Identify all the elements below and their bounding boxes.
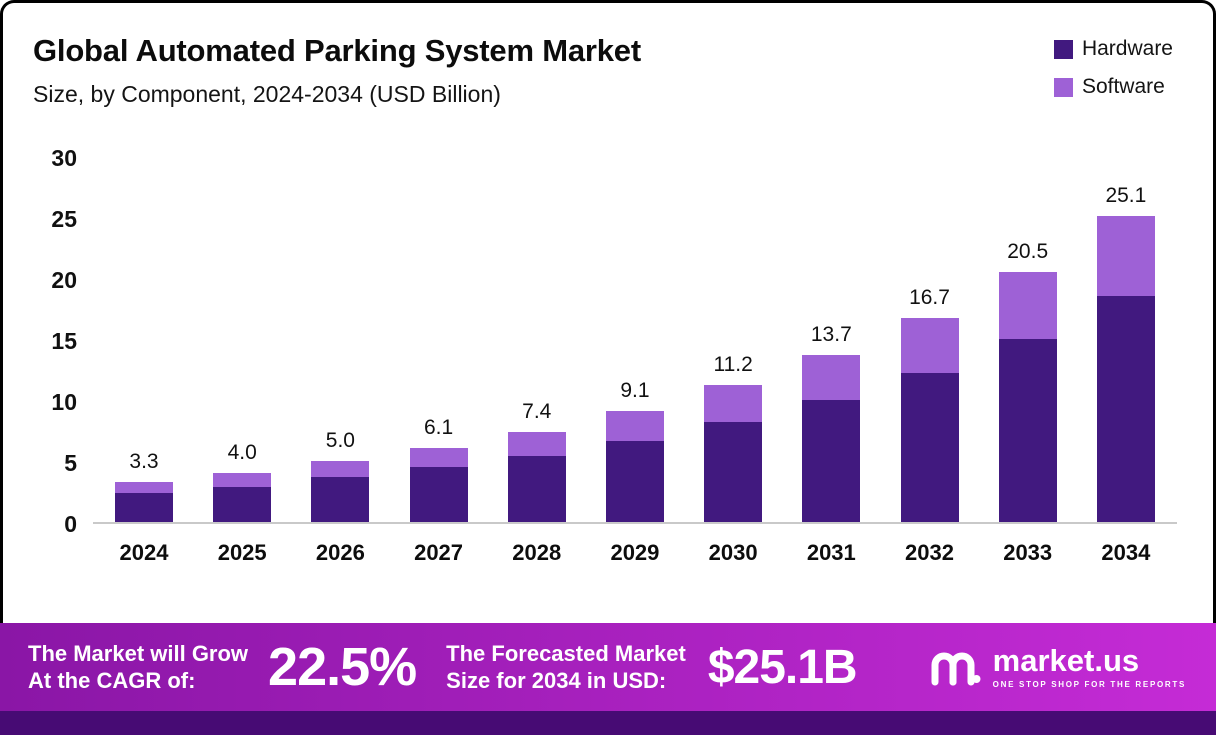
bar-total-label: 6.1: [423, 415, 454, 439]
bar-segment-hardware: [704, 421, 763, 522]
bar-total-label: 4.0: [227, 441, 257, 465]
bar-segment-software: [802, 354, 861, 400]
bar-total-label: 9.1: [620, 378, 650, 402]
bar-column: 4.0: [213, 158, 272, 522]
bar-total-label: 20.5: [1007, 239, 1049, 263]
y-axis-label: 20: [51, 267, 77, 293]
x-axis-label: 2029: [610, 540, 660, 565]
y-axis-label: 0: [64, 511, 77, 537]
x-axis-label: 2030: [708, 540, 758, 565]
x-axis-label: 2031: [806, 540, 856, 565]
x-axis: 2024 2025 2026 2027 2028 2029 2030 2031 2032 2033…: [93, 524, 1177, 566]
bar-segment-hardware: [900, 373, 959, 522]
bar-column: 25.1: [1096, 158, 1155, 522]
forecast-label-line1: The Forecasted Market: [446, 640, 686, 666]
hardware-swatch-icon: [1053, 39, 1073, 59]
x-axis-label: 2024: [119, 540, 169, 565]
forecast-label-line2: Size for 2034 in USD:: [446, 668, 667, 693]
title-block: Global Automated Parking System Market S…: [33, 33, 641, 108]
x-axis-label: 2026: [315, 540, 365, 565]
forecast-value: $25.1B: [707, 640, 858, 694]
x-axis-label: 2033: [1003, 540, 1053, 565]
bar-segment-software: [900, 318, 959, 374]
cagr-label-line1: The Market will Grow: [28, 640, 249, 666]
legend-label-software: Software: [1081, 75, 1165, 98]
bar-segment-hardware: [115, 492, 173, 522]
legend-item-hardware: Hardware: [1053, 37, 1173, 61]
bar-column: 11.2: [704, 158, 763, 522]
page-subtitle: Size, by Component, 2024-2034 (USD Billi…: [33, 81, 501, 107]
bar-total-label: 3.3: [129, 449, 159, 473]
page-title: Global Automated Parking System Market: [33, 33, 641, 68]
brand: market.us ONE STOP SHOP FOR THE REPORTS: [929, 645, 1186, 689]
plot-area: 3.3 4.0 5.0 6.1 7.4 9.1 11.2 13.7 16.7 20.5 25.1: [93, 158, 1177, 524]
x-axis-label: 2025: [217, 540, 267, 565]
marketus-logo-icon: [931, 652, 981, 686]
legend-item-software: Software: [1053, 75, 1173, 99]
brand-name: market.us: [992, 643, 1140, 679]
bar-segment-software: [409, 447, 468, 468]
bar-segment-software: [1096, 215, 1155, 297]
bar-total-label: 11.2: [713, 353, 753, 377]
bar-segment-software: [704, 385, 763, 422]
x-axis-label: 2032: [905, 540, 954, 565]
bar-segment-hardware: [213, 486, 272, 522]
bar-column: 13.7: [802, 158, 861, 522]
bar-segment-software: [507, 431, 566, 457]
bottom-strip: [0, 711, 1216, 735]
brand-tagline: ONE STOP SHOP FOR THE REPORTS: [992, 679, 1186, 689]
x-axis-label: 2028: [512, 540, 562, 565]
bar-segment-hardware: [311, 476, 370, 522]
y-axis: 0 5 10 15 20 25 30: [25, 145, 77, 537]
cagr-label: The Market will Grow At the CAGR of:: [28, 640, 248, 695]
cagr-label-line2: At the CAGR of:: [28, 668, 196, 693]
software-swatch-icon: [1053, 77, 1073, 97]
brand-text: market.us ONE STOP SHOP FOR THE REPORTS: [993, 645, 1186, 689]
y-axis-label: 30: [51, 145, 77, 171]
bar-segment-hardware: [409, 467, 468, 522]
footer-banner: The Market will Grow At the CAGR of: 22.…: [0, 623, 1216, 711]
y-axis-label: 15: [51, 328, 77, 354]
bar-column: 7.4: [507, 158, 566, 522]
bar-column: 5.0: [311, 158, 370, 522]
y-axis-label: 5: [64, 450, 77, 476]
bar-column: 6.1: [409, 158, 468, 522]
bar-segment-hardware: [1096, 296, 1155, 522]
bar-segment-hardware: [802, 400, 861, 522]
chart-card: Global Automated Parking System Market S…: [0, 0, 1216, 623]
bar-segment-hardware: [998, 339, 1057, 522]
plot-wrap: 3.3 4.0 5.0 6.1 7.4 9.1 11.2 13.7 16.7 20.5 25.1 2…: [93, 158, 1177, 566]
bar-column: 16.7: [900, 158, 959, 522]
bar-column: 20.5: [998, 158, 1057, 522]
bar-total-label: 5.0: [325, 429, 355, 453]
bar-total-label: 13.7: [810, 322, 852, 346]
y-axis-label: 10: [51, 389, 77, 415]
bar-segment-hardware: [507, 456, 566, 522]
bar-segment-software: [311, 461, 370, 477]
bar-total-label: 25.1: [1105, 183, 1147, 207]
bar-segment-software: [213, 473, 272, 487]
chart-header: Global Automated Parking System Market S…: [3, 3, 1213, 108]
legend: Hardware Software: [1053, 37, 1173, 99]
stacked-bar-chart: 0 5 10 15 20 25 30 3.3 4.0 5.0 6.1 7.4 9.1 11.2 13.7 1…: [3, 108, 1213, 566]
bar-column: 9.1: [605, 158, 664, 522]
x-axis-label: 2027: [414, 540, 464, 565]
bar-column: 3.3: [115, 158, 173, 522]
legend-label-hardware: Hardware: [1081, 37, 1173, 60]
bar-segment-hardware: [605, 441, 664, 522]
y-axis-label: 25: [51, 206, 77, 232]
bar-segment-software: [115, 481, 173, 493]
bar-total-label: 16.7: [909, 286, 950, 310]
x-axis-label: 2034: [1101, 540, 1151, 565]
forecast-label: The Forecasted Market Size for 2034 in U…: [446, 640, 686, 695]
cagr-value: 22.5%: [268, 637, 417, 697]
bar-total-label: 7.4: [522, 399, 552, 423]
bar-segment-software: [998, 271, 1057, 339]
bar-segment-software: [605, 410, 664, 442]
